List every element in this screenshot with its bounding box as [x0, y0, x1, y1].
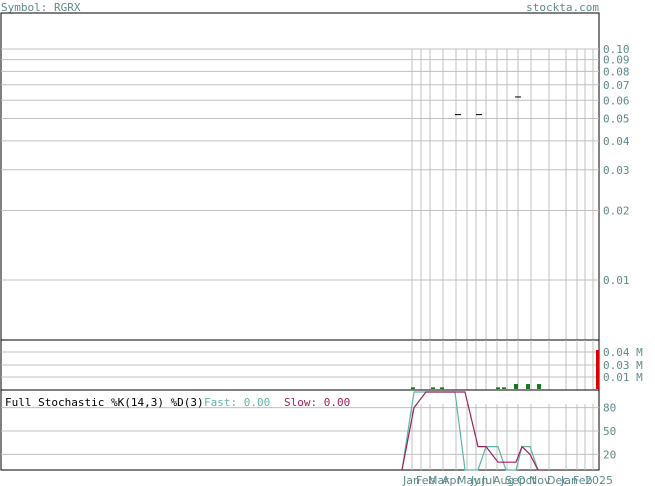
x-tick-label: Feb — [416, 474, 435, 486]
x-tick-label: 2025 — [585, 474, 613, 486]
stochastic-title: Full Stochastic %K(14,3) %D(3) — [5, 396, 204, 409]
stochastic-tick-label: 80 — [603, 402, 616, 415]
x-tick-label: May — [457, 474, 480, 486]
fast-value-label: Fast: 0.00 — [204, 396, 271, 409]
volume-bar — [431, 387, 435, 389]
x-tick-label: Jun — [470, 474, 488, 486]
x-tick-label: Apr — [442, 474, 462, 486]
volume-tick-label: 0.03 M — [603, 359, 643, 372]
price-tick-label: 0.05 — [603, 113, 630, 126]
x-tick-label: Nov — [529, 474, 551, 486]
stochastic-tick-label: 50 — [603, 425, 616, 438]
price-panel: 0.100.090.080.07 0.06 0.05 0.04 0.03 0.02 0.01 — [0, 12, 630, 341]
volume-bar — [596, 350, 599, 389]
price-tick-label: 0.08 — [603, 65, 630, 78]
volume-bar — [526, 384, 530, 389]
x-tick-label: Mar — [428, 474, 449, 486]
price-tick-label: 0.09 — [603, 54, 630, 67]
x-axis: JanFebMarAprMayJunJulAugSepOctNovDecJanF… — [402, 474, 613, 486]
volume-bar — [502, 387, 506, 389]
x-tick-label: Oct — [517, 474, 537, 486]
price-tick-label: 0.07 — [603, 79, 630, 92]
price-tick-label: 0.02 — [603, 204, 630, 217]
volume-bar — [496, 387, 500, 389]
volume-bar — [411, 387, 415, 389]
price-tick-label: 0.01 — [603, 274, 630, 287]
x-tick-label: Aug — [493, 474, 514, 486]
volume-bar — [514, 384, 518, 389]
x-tick-label: Dec — [547, 474, 568, 486]
price-tick-label: 0.04 — [603, 135, 630, 148]
symbol-label: Symbol: RGRX — [1, 1, 81, 14]
x-tick-label: Jul — [481, 474, 495, 486]
price-tick-label: 0.06 — [603, 94, 630, 107]
slow-value-label: Slow: 0.00 — [284, 396, 351, 409]
price-tick-label: 0.03 — [603, 164, 630, 177]
x-tick-label: Jan — [560, 474, 578, 486]
x-tick-label: Feb — [573, 474, 592, 486]
stochastic-line-slow — [401, 391, 545, 471]
price-frame — [0, 12, 600, 341]
volume-tick-label: 0.04 M — [603, 346, 643, 359]
site-name[interactable]: stockta.com — [526, 1, 599, 14]
x-tick-label: Sep — [505, 474, 526, 486]
volume-tick-label: 0.01 M — [603, 371, 643, 384]
stochastic-panel: 80 50 20 — [0, 389, 616, 471]
volume-panel: 0.04 M0.03 M0.01 M — [0, 339, 643, 391]
stochastic-frame — [0, 389, 600, 471]
volume-bar — [537, 384, 541, 389]
stochastic-tick-label: 20 — [603, 448, 616, 461]
price-tick-label: 0.10 — [603, 43, 630, 56]
volume-bar — [440, 387, 444, 389]
x-tick-label: Jan — [402, 474, 420, 486]
